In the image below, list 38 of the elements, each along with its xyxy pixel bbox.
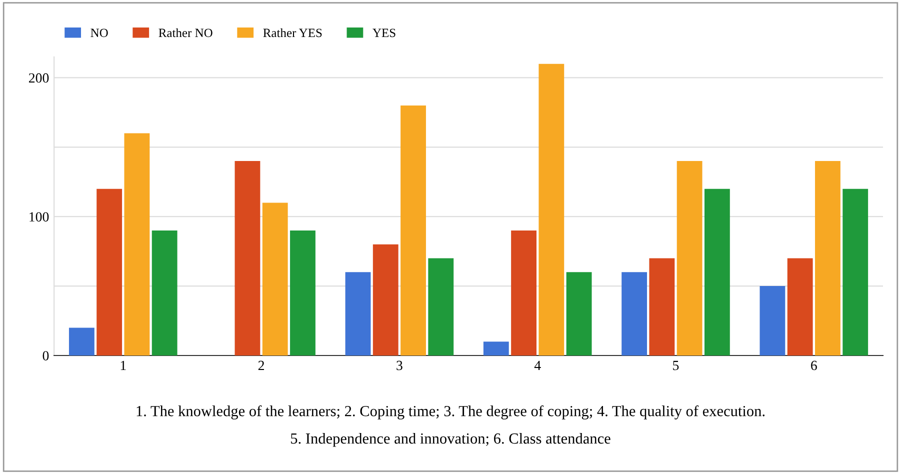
bar bbox=[428, 258, 454, 356]
bar bbox=[290, 230, 316, 356]
bar bbox=[787, 258, 813, 356]
bar bbox=[649, 258, 675, 356]
legend-label: Rather YES bbox=[263, 28, 322, 38]
text: 5. Independence and innovation; 6. Class attendance bbox=[291, 432, 610, 447]
y-tick-label: 200 bbox=[28, 73, 49, 83]
bar bbox=[96, 188, 122, 356]
x-tick-label: 5 bbox=[673, 360, 679, 370]
bar bbox=[483, 342, 509, 356]
x-tick-label: 4 bbox=[534, 360, 541, 370]
bar bbox=[400, 105, 426, 356]
x-tick-label: 2 bbox=[258, 360, 264, 370]
bar bbox=[124, 133, 150, 356]
legend-label: Rather NO bbox=[158, 28, 212, 38]
bar bbox=[68, 328, 94, 356]
bar bbox=[760, 286, 786, 356]
bar bbox=[234, 161, 260, 356]
x-tick-label: 3 bbox=[396, 360, 402, 370]
bar bbox=[842, 188, 868, 356]
bar bbox=[622, 272, 648, 356]
x-tick-label: 6 bbox=[811, 360, 817, 370]
bar bbox=[538, 64, 564, 356]
bar bbox=[566, 272, 592, 356]
bar bbox=[152, 230, 178, 356]
bar bbox=[372, 244, 398, 356]
y-tick-label: 100 bbox=[30, 212, 49, 222]
bar bbox=[511, 230, 536, 356]
legend-label: NO bbox=[90, 28, 108, 38]
y-tick-label: 0 bbox=[42, 351, 49, 360]
bar bbox=[345, 272, 371, 356]
bar bbox=[676, 161, 702, 356]
bar bbox=[815, 161, 840, 356]
legend-label: YES bbox=[372, 28, 396, 38]
bar bbox=[704, 188, 730, 356]
bar bbox=[262, 202, 288, 356]
x-tick-label: 1 bbox=[120, 360, 126, 370]
text: 1. The knowledge of the learners; 2. Coping time; 3. The degree of coping; 4. The quality of execution. bbox=[136, 405, 765, 420]
